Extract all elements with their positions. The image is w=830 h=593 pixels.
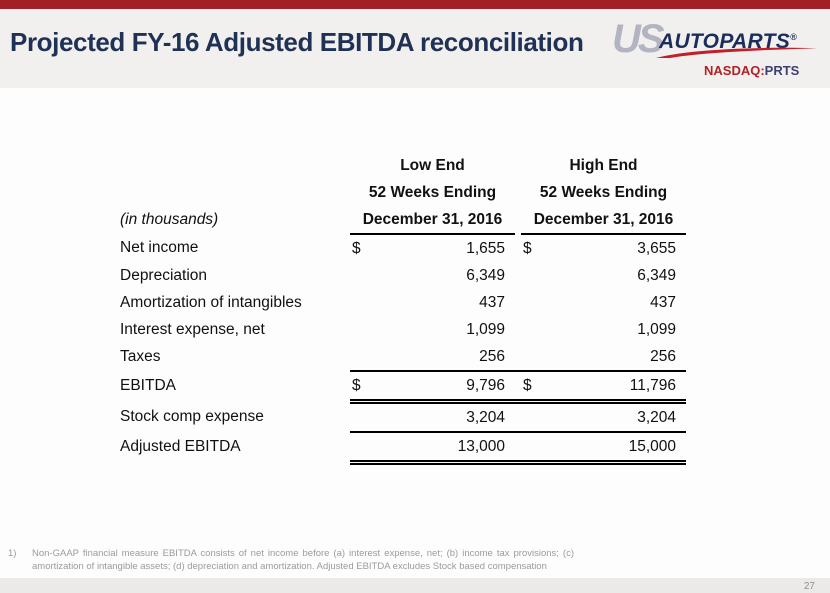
row-label: Adjusted EBITDA (120, 438, 241, 456)
low-value-cell: 13,000 (350, 432, 515, 465)
high-value: 6,349 (637, 266, 676, 284)
low-value-cell: $1,655 (350, 234, 515, 262)
low-value-cell: 3,204 (350, 401, 515, 433)
footnote-text: Non-GAAP financial measure EBITDA consis… (32, 548, 574, 572)
currency-sign: $ (523, 239, 532, 257)
high-value: 11,796 (629, 376, 676, 394)
table-row-taxes: Taxes 256 256 (120, 343, 686, 372)
low-value: 3,204 (466, 408, 505, 426)
low-value-cell: $9,796 (350, 371, 515, 404)
column-gap (515, 371, 521, 404)
col-low-end-title: Low End (400, 156, 465, 174)
row-label: Interest expense, net (120, 320, 265, 338)
table-row-amortization: Amortization of intangibles 437 437 (120, 289, 686, 316)
high-value: 1,099 (637, 320, 676, 338)
col-high-end-title: High End (569, 156, 638, 174)
footer-bar (0, 578, 830, 593)
low-value-cell: 6,349 (350, 262, 515, 289)
high-value-cell: $3,655 (521, 234, 686, 262)
column-gap (515, 343, 521, 372)
high-value: 3,655 (637, 239, 676, 257)
footnote: 1) Non-GAAP financial measure EBITDA con… (8, 548, 574, 573)
row-label: Net income (120, 239, 199, 256)
logo-us-text: US (612, 17, 665, 61)
high-value: 256 (650, 347, 676, 365)
high-value: 3,204 (637, 408, 676, 426)
header-row-3: (in thousands) December 31, 2016 Decembe… (120, 206, 686, 235)
high-value-cell: 256 (521, 343, 686, 372)
ticker-exchange: NASDAQ: (704, 63, 765, 78)
currency-sign: $ (352, 239, 361, 257)
logo-swoosh-icon (656, 47, 817, 58)
row-label: Depreciation (120, 266, 208, 284)
low-value: 1,655 (466, 239, 505, 257)
page-number: 27 (803, 581, 815, 592)
high-value-cell: 15,000 (521, 432, 686, 465)
row-label: EBITDA (120, 377, 176, 395)
col-high-date: December 31, 2016 (521, 206, 686, 235)
low-value: 13,000 (457, 437, 505, 455)
header-spacer (120, 179, 350, 206)
row-label: Taxes (120, 348, 161, 365)
table-row-adjusted-ebitda: Adjusted EBITDA 13,000 15,000 (120, 432, 686, 465)
footnote-marker: 1) (8, 548, 17, 559)
high-value-cell: $11,796 (521, 371, 686, 404)
table-row-stock-comp: Stock comp expense 3,204 3,204 (120, 401, 686, 433)
low-value: 256 (479, 347, 505, 365)
column-gap (515, 401, 521, 433)
row-label: Stock comp expense (120, 407, 264, 425)
top-accent-bar (0, 0, 830, 9)
low-value: 9,796 (466, 376, 505, 394)
company-logo: US AUTOPARTS® NASDAQ:PRTS (612, 19, 818, 81)
high-value: 437 (650, 293, 676, 311)
units-label: (in thousands) (120, 211, 219, 228)
logo-trademark: ® (790, 32, 797, 42)
low-value: 437 (479, 293, 505, 311)
header-row-1: Low End High End (120, 152, 686, 179)
table-row-ebitda: EBITDA $9,796 $11,796 (120, 371, 686, 404)
low-value: 6,349 (466, 266, 505, 284)
currency-sign: $ (523, 376, 532, 394)
logo-autoparts-word: AUTOPARTS (659, 30, 791, 53)
table-row-interest-expense: Interest expense, net 1,099 1,099 (120, 316, 686, 343)
low-value-cell: 1,099 (350, 316, 515, 343)
low-value: 1,099 (466, 320, 505, 338)
col-low-weeks: 52 Weeks Ending (368, 183, 497, 201)
currency-sign: $ (352, 376, 361, 394)
slide-header: Projected FY-16 Adjusted EBITDA reconcil… (0, 9, 830, 88)
column-gap (515, 432, 521, 465)
col-high-weeks: 52 Weeks Ending (539, 183, 668, 201)
low-value-cell: 437 (350, 289, 515, 316)
high-value-cell: 3,204 (521, 401, 686, 433)
low-value-cell: 256 (350, 343, 515, 372)
col-low-date: December 31, 2016 (350, 206, 515, 235)
high-value-cell: 1,099 (521, 316, 686, 343)
high-value-cell: 6,349 (521, 262, 686, 289)
logo-autoparts-text: AUTOPARTS® (659, 27, 797, 52)
header-spacer (120, 152, 350, 179)
ticker-symbol: PRTS (764, 63, 800, 78)
header-row-2: 52 Weeks Ending 52 Weeks Ending (120, 179, 686, 206)
stock-ticker: NASDAQ:PRTS (704, 63, 799, 78)
table-row-depreciation: Depreciation 6,349 6,349 (120, 262, 686, 289)
high-value: 15,000 (628, 437, 676, 455)
ebitda-reconciliation-table: Low End High End 52 Weeks Ending 52 Week… (120, 152, 686, 465)
row-label: Amortization of intangibles (120, 293, 302, 311)
high-value-cell: 437 (521, 289, 686, 316)
page-title: Projected FY-16 Adjusted EBITDA reconcil… (10, 27, 584, 57)
table-row-net-income: Net income $1,655 $3,655 (120, 234, 686, 262)
